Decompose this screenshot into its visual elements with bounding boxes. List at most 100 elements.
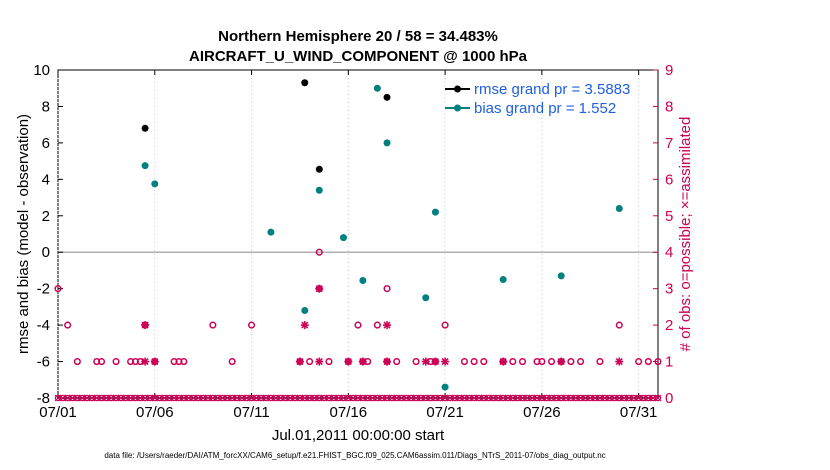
obs-possible-point: [325, 358, 333, 366]
obs-zero-x2: [499, 394, 507, 402]
obs-possible-point: [518, 358, 527, 366]
obs-zero-x2: [296, 394, 304, 402]
obs-zero-x2: [78, 394, 86, 402]
obs-zero-x2: [243, 394, 251, 402]
obs-assimilated-point: [300, 321, 309, 330]
obs-assimilated-point: [315, 357, 324, 366]
obs-possible-point: [615, 321, 623, 329]
obs-zero-x2: [349, 394, 357, 402]
obs-assimilated-point: [431, 357, 440, 366]
obs-zero-x2: [74, 394, 81, 402]
obs-zero-x2: [185, 394, 192, 402]
obs-possible-point: [112, 358, 120, 366]
x-tick-label: 07/16: [330, 404, 368, 421]
obs-zero-x2: [107, 394, 115, 402]
obs-possible-point: [412, 358, 420, 366]
obs-zero-x2: [282, 394, 289, 402]
obs-star-d2: [499, 357, 507, 366]
y-left-tick-label: -2: [37, 281, 50, 298]
obs-possible-point: [538, 358, 546, 366]
bias-point: [301, 307, 309, 315]
obs-zero-x2: [441, 394, 449, 402]
obs-possible-point: [596, 358, 604, 366]
obs-zero-row: [54, 394, 662, 402]
rmse-point: [301, 79, 309, 87]
obs-possible-point: [180, 358, 188, 366]
obs-star-d2: [141, 357, 149, 366]
obs-assimilated-point: [150, 357, 159, 366]
obs-possible-point: [131, 358, 139, 366]
y-left-tick-label: 0: [42, 244, 50, 261]
obs-zero-x2: [398, 394, 405, 402]
y-left-tick-label: -8: [37, 390, 50, 407]
obs-star-d2: [151, 357, 159, 366]
obs-zero-x2: [611, 394, 618, 402]
obs-zero-x2: [146, 394, 154, 402]
obs-star-d2: [344, 357, 352, 366]
x-tick-label: 07/21: [426, 404, 464, 421]
obs-zero-x2: [543, 394, 551, 402]
obs-zero-x2: [228, 394, 236, 402]
obs-zero-x2: [320, 394, 328, 402]
obs-zero-x2: [194, 394, 202, 402]
obs-zero-x2: [103, 394, 110, 402]
obs-zero-x2: [586, 394, 594, 402]
obs-zero-x2: [548, 394, 555, 402]
obs-zero-x2: [199, 394, 207, 402]
obs-zero-x2: [161, 394, 168, 402]
obs-possible-point: [175, 358, 183, 366]
obs-zero-x2: [204, 394, 212, 402]
obs-zero-x2: [267, 394, 275, 402]
y-left-tick-label: 2: [42, 208, 50, 225]
gridlines: [57, 70, 640, 398]
rmse-point: [383, 93, 391, 101]
obs-possible-point: [93, 358, 101, 366]
y-left-tick-label: -4: [37, 317, 50, 334]
x-tick-label: 07/01: [39, 404, 77, 421]
obs-zero-x2: [306, 394, 313, 402]
obs-possible-point: [441, 321, 449, 329]
obs-assimilated-point: [383, 321, 392, 330]
obs-possible-point: [247, 321, 256, 329]
obs-zero-x2: [190, 394, 197, 402]
obs-possible-point: [577, 358, 585, 366]
obs-zero-x2: [557, 394, 565, 402]
obs-zero-x2: [301, 394, 309, 402]
x-tick-label: 07/11: [233, 404, 269, 421]
obs-assimilated-point: [141, 321, 150, 330]
obs-zero-x2: [253, 394, 260, 402]
y-right-tick-label: 8: [665, 98, 673, 115]
obs-zero-x2: [98, 394, 105, 402]
y-right-tick-label: 6: [665, 171, 673, 188]
obs-possible-point: [209, 321, 217, 329]
obs-possible-point: [460, 358, 469, 366]
obs-assimilated-point: [421, 357, 430, 366]
obs-zero-x2: [238, 394, 246, 402]
obs-star-d2: [296, 357, 304, 366]
obs-zero-x2: [432, 394, 439, 402]
obs-zero-x2: [654, 394, 662, 402]
obs-star-d2: [315, 285, 323, 293]
obs-zero-x2: [582, 394, 589, 402]
obs-star-d2: [383, 357, 391, 366]
obs-zero-x2: [127, 394, 134, 402]
obs-zero-x2: [393, 394, 401, 402]
obs-zero-point: [654, 394, 662, 402]
bias-point: [315, 186, 323, 194]
y-right-tick-label: 1: [665, 354, 673, 371]
obs-assimilated-point: [315, 284, 324, 293]
obs-zero-x2: [335, 394, 342, 402]
obs-zero-x2: [170, 394, 178, 402]
obs-assimilated-point: [615, 357, 624, 366]
obs-zero-x2: [490, 394, 497, 402]
obs-zero-x2: [403, 394, 410, 402]
obs-possible-point: [306, 358, 314, 366]
obs-zero-x2: [180, 394, 188, 402]
obs-zero-x2: [262, 394, 270, 402]
obs-zero-x2: [272, 394, 280, 402]
bias-point: [557, 272, 565, 280]
legend-bias-marker: [454, 104, 461, 112]
y-right-tick-label: 0: [665, 390, 673, 407]
obs-star-d2: [557, 357, 565, 366]
obs-zero-x2: [620, 394, 628, 402]
